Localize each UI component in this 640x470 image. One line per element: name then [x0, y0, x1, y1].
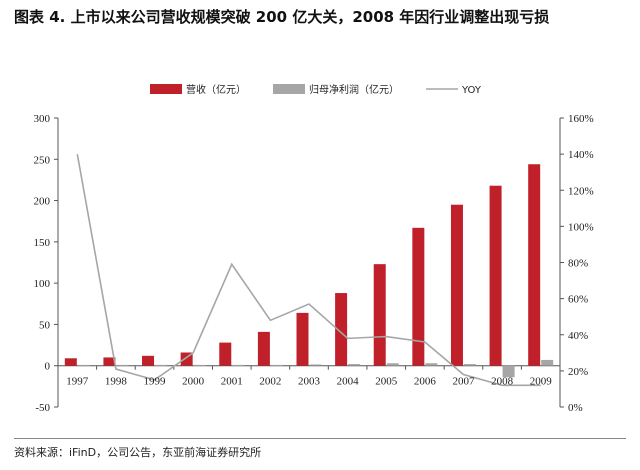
left-tick-label: 250 [34, 154, 51, 166]
profit-bar [425, 363, 438, 366]
figure-title: 图表 4. 上市以来公司营收规模突破 200 亿大关，2008 年因行业调整出现… [14, 8, 550, 26]
right-tick-label: 140% [568, 149, 594, 161]
right-tick-label: 80% [568, 258, 588, 270]
profit-bar [116, 364, 129, 366]
left-tick-label: 300 [34, 113, 51, 125]
profit-bar [155, 364, 168, 366]
revenue-bar [412, 227, 425, 366]
x-tick-label: 2003 [298, 376, 321, 388]
revenue-bar [489, 185, 502, 366]
left-tick-label: 100 [34, 278, 51, 290]
right-tick-label: 120% [568, 185, 594, 197]
x-tick-label: 1997 [66, 376, 89, 388]
left-tick-label: -50 [35, 402, 50, 414]
left-tick-label: 200 [34, 196, 51, 208]
legend-swatch-profit [273, 84, 305, 94]
x-tick-label: 2002 [259, 376, 281, 388]
yoy-line [76, 153, 541, 387]
right-tick-label: 20% [568, 366, 588, 378]
x-tick-label: 2007 [452, 376, 475, 388]
x-tick-label: 2006 [414, 376, 437, 388]
left-tick-label: 50 [39, 319, 51, 331]
x-tick-label: 1999 [144, 376, 167, 388]
profit-bar [348, 364, 361, 366]
x-tick-label: 2009 [530, 376, 553, 388]
revenue-bar [335, 293, 348, 366]
legend-swatch-revenue [150, 84, 182, 94]
revenue-bar [528, 164, 541, 366]
revenue-bar [142, 355, 155, 366]
profit-bar [502, 365, 515, 378]
profit-bar [270, 364, 283, 366]
bars [64, 164, 554, 378]
right-tick-label: 60% [568, 294, 588, 306]
profit-bar [386, 363, 399, 366]
legend-label-profit: 归母净利润（亿元） [309, 83, 399, 96]
x-tick-label: 1998 [105, 376, 128, 388]
legend-label-revenue: 营收（亿元） [186, 83, 246, 96]
revenue-bar [64, 358, 77, 366]
left-tick-label: 150 [34, 237, 51, 249]
profit-bar [232, 364, 245, 366]
x-tick-labels: 1997 1998 1999 2000 2001 2002 2003 2004 2005 2006… [66, 376, 552, 388]
profit-bar [463, 364, 476, 366]
revenue-bar [296, 312, 309, 366]
x-tick-label: 2008 [491, 376, 514, 388]
revenue-bar [219, 342, 232, 366]
revenue-bar [257, 331, 270, 366]
revenue-bar [103, 357, 116, 366]
source-divider [14, 438, 626, 439]
revenue-bar [373, 264, 386, 366]
profit-bar [193, 364, 206, 366]
yoy-line-group [76, 153, 541, 387]
legend-label-yoy: YOY [461, 85, 482, 96]
revenue-bar [450, 204, 463, 366]
right-tick-label: 40% [568, 330, 588, 342]
profit-bar [309, 364, 322, 366]
right-tick-label: 100% [568, 221, 594, 233]
x-tick-label: 2004 [337, 376, 360, 388]
x-tick-label: 2001 [221, 376, 243, 388]
profit-bar [541, 359, 554, 366]
left-tick-label: 0 [45, 361, 51, 373]
axes: -50 0 50 100 150 200 250 300 0% 20% 40% 60% 80% 100% 1… [34, 113, 594, 414]
profit-bar [77, 364, 90, 366]
source-note: 资料来源：iFinD，公司公告，东亚前海证券研究所 [14, 446, 262, 459]
right-tick-label: 0% [568, 402, 583, 414]
x-tick-label: 2000 [182, 376, 205, 388]
legend: 营收（亿元） 归母净利润（亿元） YOY [150, 83, 482, 96]
right-tick-label: 160% [568, 113, 594, 125]
x-tick-label: 2005 [375, 376, 398, 388]
